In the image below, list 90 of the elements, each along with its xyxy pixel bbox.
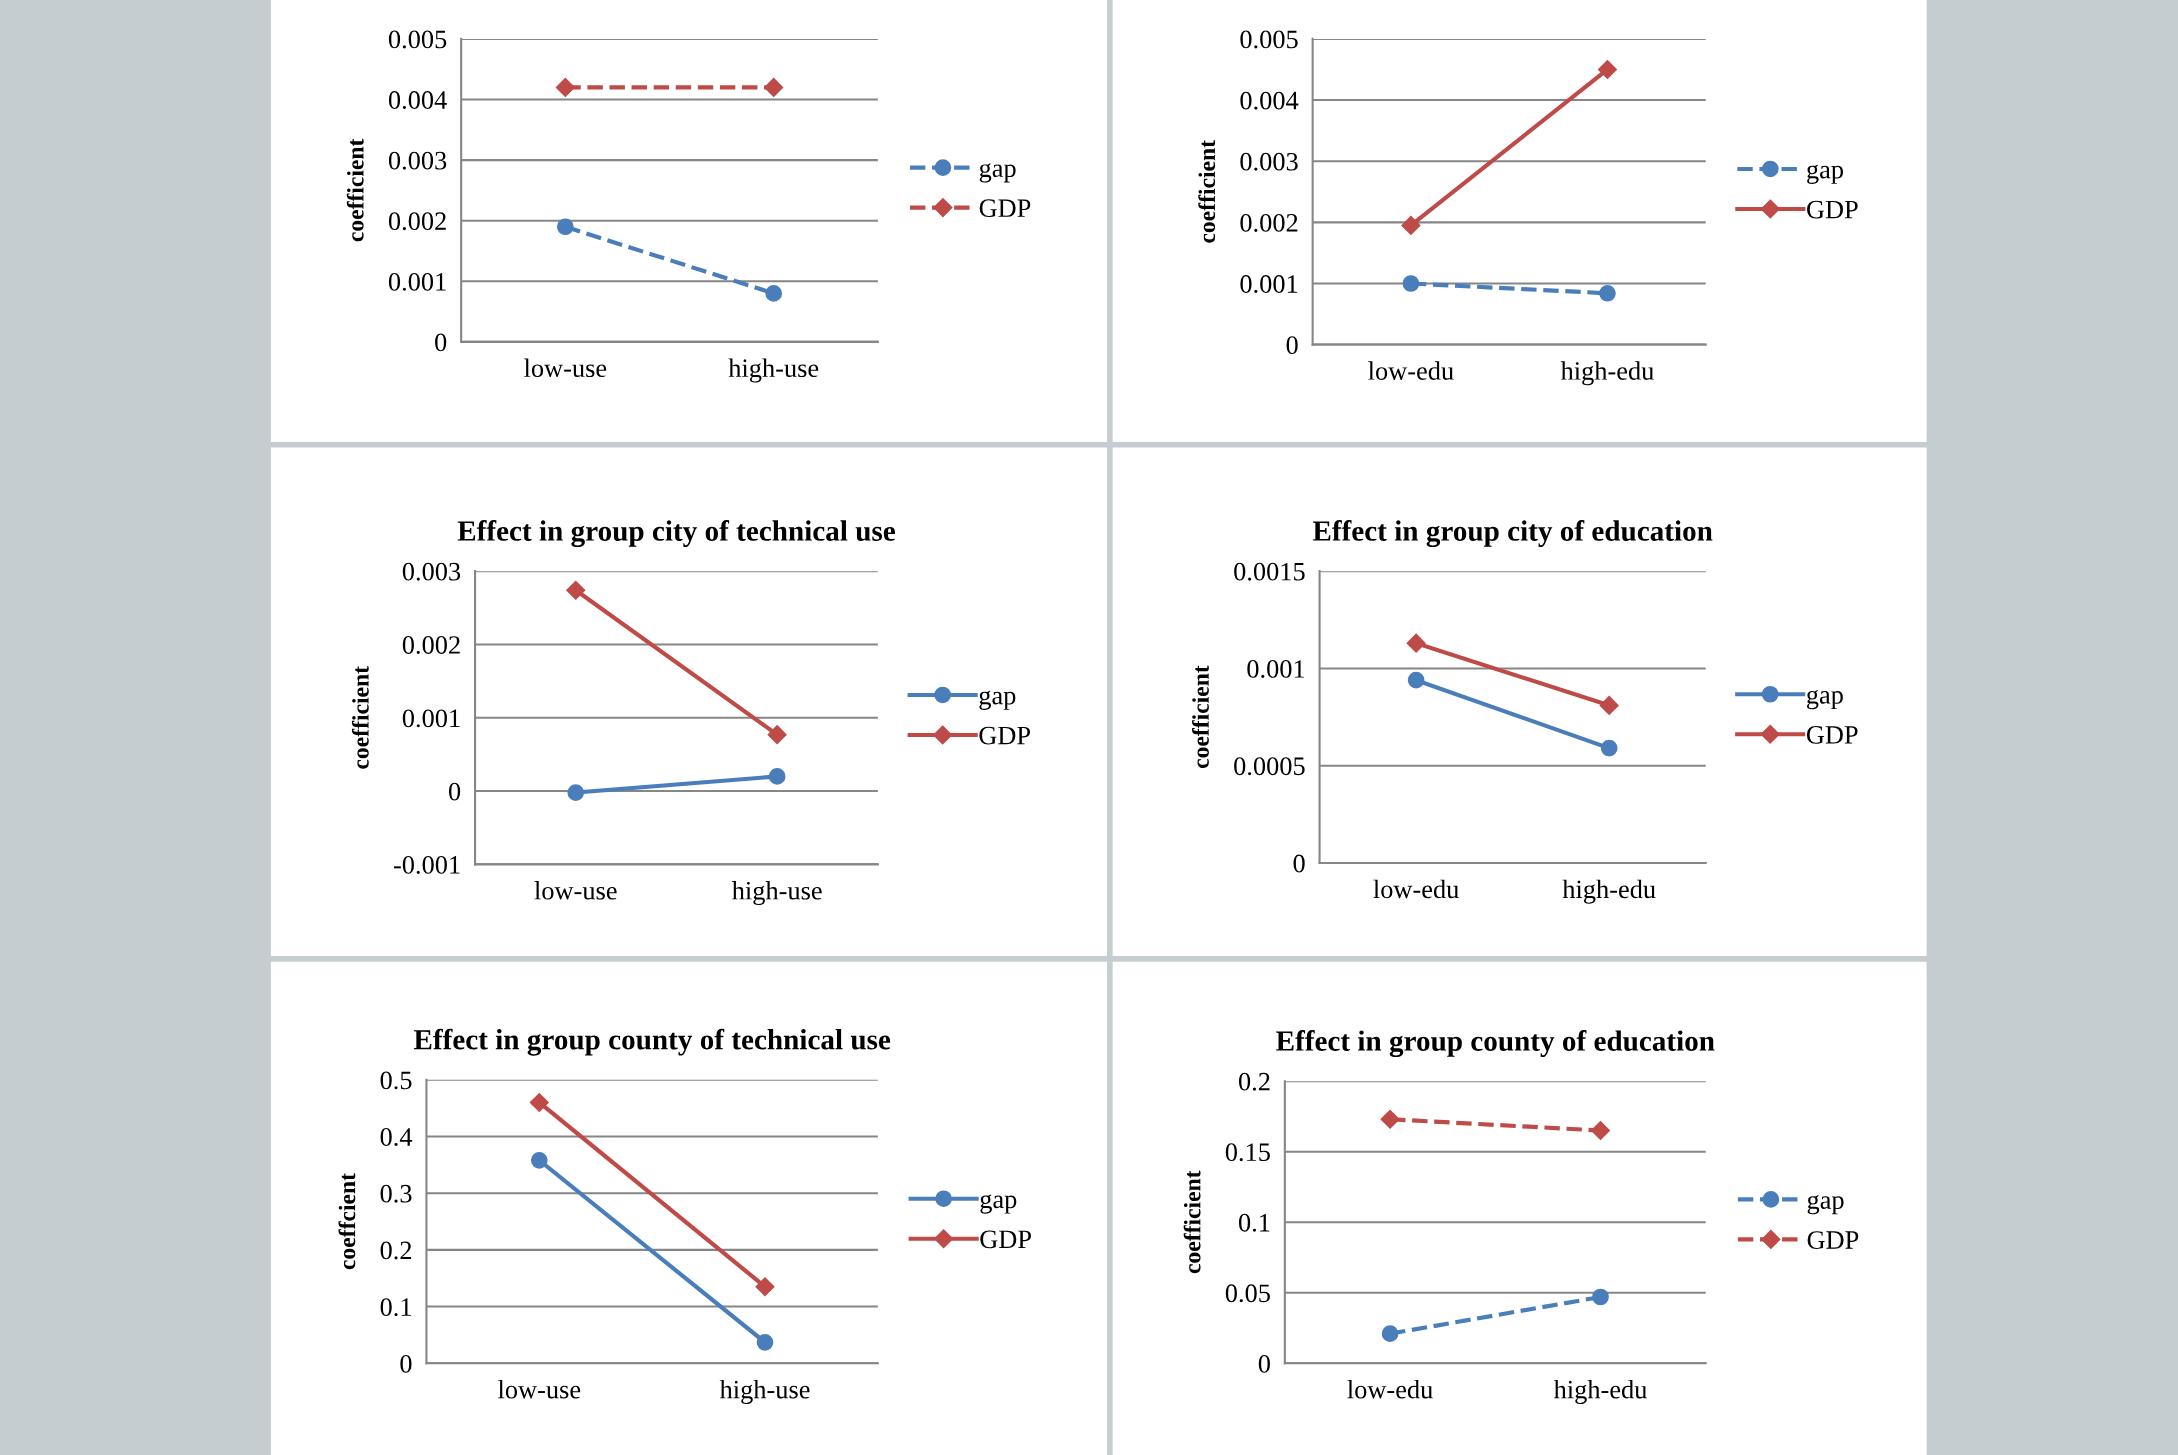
point — [1597, 59, 1617, 80]
y-axis-title: coefficient — [1198, 140, 1216, 243]
point — [768, 768, 786, 785]
y-axis-title: coeffcient — [338, 1173, 356, 1270]
point — [765, 285, 783, 302]
point — [1381, 1325, 1399, 1342]
point — [1599, 284, 1616, 302]
point — [1401, 215, 1421, 235]
point — [529, 1092, 549, 1112]
x-tick-label: high-edu — [1562, 879, 1656, 904]
y-tick-label: 0.15 — [1225, 1143, 1270, 1162]
point — [756, 1333, 774, 1351]
legend-label: gap — [1807, 164, 1844, 184]
x-tick-label: high-edu — [1553, 1379, 1647, 1404]
y-tick-label: 0.0015 — [1234, 562, 1305, 581]
y-tick-label: 0.003 — [388, 151, 447, 170]
y-tick-label: 0 — [1293, 854, 1305, 873]
y-tick-label: 0 — [1258, 1354, 1270, 1373]
point — [1402, 275, 1420, 292]
point — [557, 218, 574, 236]
y-tick-label: 0.3 — [380, 1184, 412, 1203]
y-tick-label: 0.2 — [1238, 1072, 1270, 1091]
point — [1590, 1121, 1611, 1141]
x-tick-label: high-edu — [1560, 361, 1654, 386]
y-tick-label: 0 — [435, 333, 447, 352]
point — [755, 1277, 775, 1297]
y-axis-title: coefficient — [346, 138, 364, 242]
y-tick-label: 0.1 — [380, 1298, 411, 1317]
y-tick-label: 0.003 — [1240, 152, 1298, 171]
y-tick-label: 0.001 — [402, 709, 460, 728]
x-tick-label: high-use — [719, 1379, 810, 1404]
y-tick-label: 0 — [1286, 336, 1298, 355]
y-tick-label: 0.002 — [388, 212, 446, 231]
legend-label: GDP — [1806, 726, 1858, 744]
legend-label: GDP — [980, 1230, 1031, 1249]
point — [567, 784, 585, 801]
point — [1599, 695, 1619, 715]
x-tick-label: low-use — [524, 358, 607, 378]
y-tick-label: 0.001 — [1240, 275, 1298, 294]
y-tick-label: 0 — [448, 782, 461, 801]
x-tick-label: low-use — [534, 881, 617, 900]
legend-label: gap — [979, 163, 1016, 183]
chart-title: Effect in group county of education — [1276, 1030, 1715, 1058]
y-tick-label: 0.005 — [388, 30, 447, 49]
legend-label: GDP — [1807, 200, 1858, 219]
point — [764, 77, 784, 97]
y-tick-label: 0.0005 — [1234, 757, 1305, 776]
x-tick-label: high-use — [731, 881, 822, 906]
y-tick-label: 0.002 — [1240, 213, 1298, 232]
chart-title: Effect in group city of education — [1312, 520, 1713, 548]
x-tick-label: high-use — [728, 358, 819, 383]
y-tick-label: 0.005 — [1240, 30, 1298, 49]
point — [767, 725, 787, 745]
point — [566, 580, 586, 600]
point — [1600, 739, 1618, 757]
legend-label: GDP — [1807, 1231, 1859, 1249]
y-tick-label: 0.004 — [1240, 91, 1299, 110]
point — [1406, 633, 1426, 653]
legend-label: gap — [980, 1194, 1017, 1214]
y-tick-label: 0.004 — [388, 91, 447, 110]
y-tick-label: 0.05 — [1225, 1284, 1270, 1303]
point — [555, 77, 575, 97]
point — [1592, 1288, 1609, 1306]
legend-label: gap — [979, 690, 1016, 710]
point — [530, 1151, 548, 1169]
point — [1380, 1109, 1400, 1129]
chart-title: Effect in group county of technical use — [413, 1028, 891, 1056]
legend-label: GDP — [979, 199, 1031, 218]
y-tick-label: 0.003 — [402, 562, 461, 581]
x-tick-label: low-edu — [1347, 1379, 1433, 1399]
legend-label: gap — [1807, 1195, 1844, 1215]
y-tick-label: -0.001 — [393, 855, 460, 874]
y-tick-label: 0.002 — [402, 636, 460, 654]
x-tick-label: low-edu — [1368, 361, 1454, 380]
legend-label: gap — [1806, 689, 1843, 710]
y-tick-label: 0.001 — [1247, 660, 1305, 678]
legend-label: GDP — [979, 726, 1031, 745]
y-tick-label: 0.001 — [388, 272, 446, 291]
y-axis-title: coefficient — [351, 666, 369, 769]
y-tick-label: 0.2 — [380, 1241, 412, 1260]
y-tick-label: 0.1 — [1238, 1213, 1270, 1232]
x-tick-label: low-edu — [1373, 879, 1459, 899]
y-axis-title: coefficient — [1192, 665, 1209, 769]
chart-title: Effect in group city of technical use — [457, 520, 895, 548]
y-axis-title: coefficient — [1183, 1170, 1201, 1274]
y-tick-label: 0.4 — [380, 1128, 413, 1147]
x-tick-label: low-use — [498, 1379, 581, 1399]
y-tick-label: 0.5 — [380, 1071, 412, 1090]
y-tick-label: 0 — [400, 1354, 412, 1373]
point — [1407, 671, 1425, 689]
